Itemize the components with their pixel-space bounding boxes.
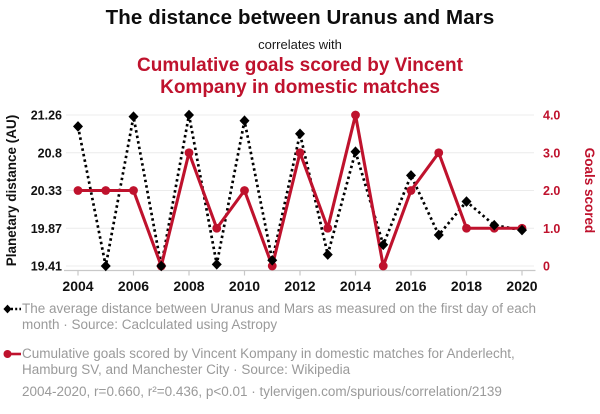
diamond-data-point-marker [489, 219, 500, 231]
right-axis-tick-label: 4.0 [543, 109, 560, 123]
circle-data-point-marker [240, 186, 249, 195]
chart-title-bottom-line1: Cumulative goals scored by Vincent [137, 55, 463, 76]
circle-data-point-marker [184, 148, 194, 158]
diamond-data-point-marker [433, 229, 444, 241]
circle-data-point-marker [212, 223, 222, 233]
diamond-data-point-marker [295, 128, 305, 140]
diamond-data-point-marker [322, 249, 333, 260]
chart-title-bottom-line2: Kompany in domestic matches [160, 77, 440, 98]
x-axis-tick-label: 2014 [340, 278, 371, 294]
diamond-data-point-marker [184, 109, 194, 121]
circle-data-point-marker [129, 186, 138, 195]
circle-data-point-marker [462, 223, 471, 233]
circle-data-point-marker [406, 186, 416, 195]
left-axis-tick-label: 19.87 [31, 222, 62, 236]
correlates-with-label: correlates with [258, 37, 342, 52]
circle-data-point-marker [323, 223, 333, 233]
chart-title-bottom: Cumulative goals scored by Vincent Kompa… [0, 55, 600, 99]
right-axis-tick-label: 1.0 [543, 222, 560, 236]
diamond-data-point-marker [211, 259, 222, 270]
circle-data-point-marker [434, 148, 444, 158]
x-axis-tick-label: 2020 [506, 278, 537, 294]
diamond-data-point-marker [461, 196, 472, 207]
chart-title-top: The distance between Uranus and Mars [105, 6, 495, 29]
circle-data-point-marker [73, 186, 83, 195]
diamond-data-point-marker [378, 239, 389, 251]
x-axis-tick-label: 2012 [284, 278, 315, 294]
diamond-data-point-marker [406, 170, 416, 181]
diamond-data-point-marker [73, 121, 83, 132]
x-axis-tick-label: 2016 [395, 278, 426, 294]
left-axis-tick-label: 20.33 [31, 184, 62, 198]
red-circle-solid-line-marker-icon [3, 350, 21, 358]
right-axis-tick-label: 0 [543, 260, 550, 274]
right-axis-tick-label: 3.0 [543, 146, 560, 160]
circle-data-point-marker [351, 110, 360, 120]
legend-note-uranus-mars: The average distance between Uranus and … [22, 301, 588, 333]
left-axis-tick-label: 21.26 [31, 109, 62, 123]
legend-note-kompany-goals-line2: Hamburg SV, and Manchester City · Source… [22, 362, 351, 377]
circle-data-point-marker [267, 261, 277, 271]
left-axis-tick-label: 20.8 [38, 146, 62, 160]
diamond-data-point-marker [100, 260, 111, 272]
stats-citation-line: 2004-2020, r=0.660, r²=0.436, p<0.01 · t… [22, 384, 502, 399]
circle-data-point-marker [295, 148, 305, 158]
circle-data-point-marker [378, 261, 388, 271]
left-axis-title: Planetary distance (AU) [4, 115, 19, 267]
black-diamond-dotted-line-marker-icon [3, 304, 21, 314]
legend-note-kompany-goals-line1: Cumulative goals scored by Vincent Kompa… [22, 346, 515, 361]
diamond-data-point-marker [350, 146, 361, 158]
diamond-data-point-marker [128, 111, 139, 122]
x-axis-tick-label: 2004 [62, 278, 93, 294]
x-axis-tick-label: 2018 [451, 278, 482, 294]
left-axis-tick-label: 19.41 [31, 260, 62, 274]
legend-note-uranus-mars-line2: month · Source: Caclculated using Astrop… [22, 317, 278, 332]
diamond-data-point-marker [239, 115, 250, 127]
legend-note-kompany-goals: Cumulative goals scored by Vincent Kompa… [22, 346, 588, 378]
right-axis-tick-label: 2.0 [543, 184, 560, 198]
x-axis-tick-label: 2010 [229, 278, 260, 294]
series-line-uranus-mars-distance [76, 113, 523, 268]
circle-data-point-marker [101, 186, 111, 195]
diamond-data-point-marker [517, 224, 527, 236]
right-axis-title: Goals scored [582, 148, 597, 234]
diamond-data-point-marker [156, 260, 167, 272]
x-axis-tick-label: 2008 [173, 278, 204, 294]
x-axis-tick-label: 2006 [118, 278, 149, 294]
legend-note-uranus-mars-line1: The average distance between Uranus and … [22, 301, 537, 316]
diamond-data-point-marker [267, 254, 278, 266]
